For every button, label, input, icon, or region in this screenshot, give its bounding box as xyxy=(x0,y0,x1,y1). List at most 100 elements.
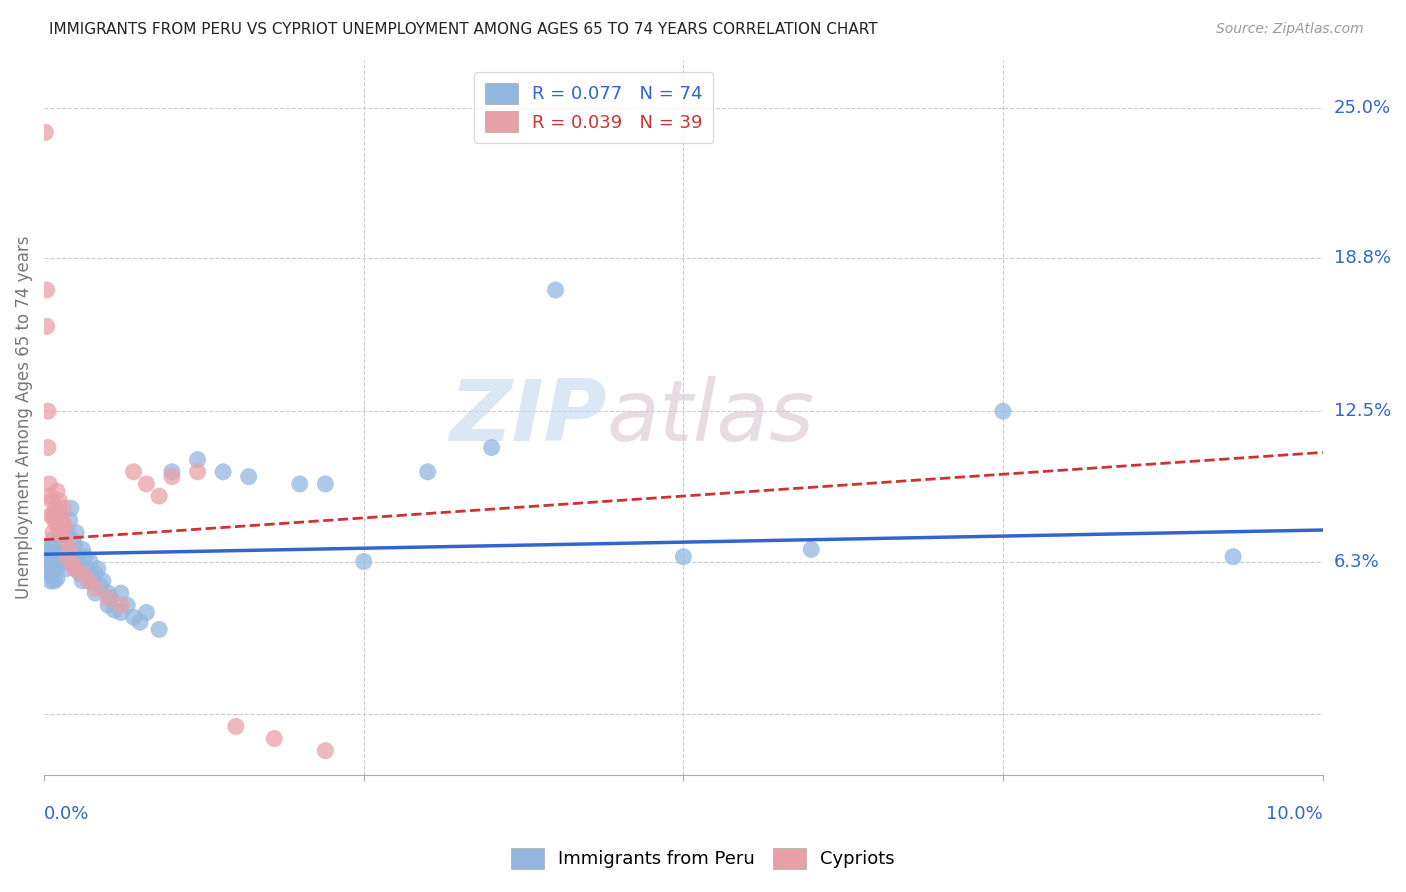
Text: ZIP: ZIP xyxy=(449,376,606,458)
Text: 25.0%: 25.0% xyxy=(1334,99,1391,117)
Text: 10.0%: 10.0% xyxy=(1265,805,1323,823)
Point xyxy=(34,125,56,139)
Point xyxy=(353,555,375,569)
Point xyxy=(288,477,311,491)
Point xyxy=(35,283,58,297)
Point xyxy=(45,537,67,551)
Point xyxy=(37,562,59,576)
Point xyxy=(45,562,67,576)
Point xyxy=(39,489,62,503)
Point xyxy=(59,501,82,516)
Point xyxy=(45,555,67,569)
Point xyxy=(991,404,1014,418)
Point xyxy=(69,566,91,581)
Point xyxy=(56,525,79,540)
Text: Source: ZipAtlas.com: Source: ZipAtlas.com xyxy=(1216,22,1364,37)
Point xyxy=(38,477,60,491)
Point xyxy=(63,537,86,551)
Point xyxy=(481,441,503,455)
Point xyxy=(100,591,122,605)
Point xyxy=(42,525,65,540)
Point xyxy=(48,557,70,571)
Point xyxy=(59,542,82,557)
Text: 12.5%: 12.5% xyxy=(1334,402,1391,420)
Point xyxy=(122,610,145,624)
Point xyxy=(225,719,247,733)
Point xyxy=(84,586,107,600)
Point xyxy=(72,574,94,588)
Point xyxy=(97,598,120,612)
Point xyxy=(115,598,138,612)
Point xyxy=(60,557,83,571)
Point xyxy=(45,572,67,586)
Point xyxy=(53,518,76,533)
Point xyxy=(110,598,132,612)
Point xyxy=(39,542,62,557)
Text: 6.3%: 6.3% xyxy=(1334,552,1379,571)
Point xyxy=(45,518,67,533)
Point xyxy=(51,518,73,533)
Point xyxy=(35,555,58,569)
Point xyxy=(77,574,100,588)
Point xyxy=(35,319,58,334)
Point xyxy=(52,501,75,516)
Point xyxy=(65,525,87,540)
Point xyxy=(66,549,89,564)
Point xyxy=(314,477,336,491)
Point xyxy=(55,533,77,547)
Point xyxy=(37,441,59,455)
Point xyxy=(75,562,97,576)
Point xyxy=(41,537,63,551)
Point xyxy=(416,465,439,479)
Point xyxy=(48,494,70,508)
Point xyxy=(110,606,132,620)
Point xyxy=(53,542,76,557)
Point xyxy=(84,581,107,595)
Point xyxy=(148,489,170,503)
Point xyxy=(37,404,59,418)
Point xyxy=(97,586,120,600)
Point xyxy=(84,566,107,581)
Point xyxy=(67,562,90,576)
Point xyxy=(122,465,145,479)
Point xyxy=(212,465,235,479)
Legend: Immigrants from Peru, Cypriots: Immigrants from Peru, Cypriots xyxy=(505,840,901,876)
Point xyxy=(160,469,183,483)
Point xyxy=(49,508,72,523)
Point xyxy=(42,508,65,523)
Point xyxy=(238,469,260,483)
Point xyxy=(48,525,70,540)
Point xyxy=(59,513,82,527)
Point xyxy=(73,549,96,564)
Point xyxy=(56,549,79,564)
Point xyxy=(52,549,75,564)
Point xyxy=(59,542,82,557)
Point xyxy=(48,525,70,540)
Point xyxy=(42,566,65,581)
Point xyxy=(314,744,336,758)
Point xyxy=(129,615,152,629)
Point xyxy=(77,574,100,588)
Point xyxy=(63,562,86,576)
Point xyxy=(800,542,823,557)
Point xyxy=(91,574,114,588)
Point xyxy=(39,508,62,523)
Point xyxy=(148,623,170,637)
Text: 18.8%: 18.8% xyxy=(1334,250,1391,268)
Point xyxy=(110,586,132,600)
Text: 0.0%: 0.0% xyxy=(44,805,90,823)
Point xyxy=(160,465,183,479)
Point xyxy=(60,533,83,547)
Point xyxy=(72,542,94,557)
Point xyxy=(41,494,63,508)
Text: IMMIGRANTS FROM PERU VS CYPRIOT UNEMPLOYMENT AMONG AGES 65 TO 74 YEARS CORRELATI: IMMIGRANTS FROM PERU VS CYPRIOT UNEMPLOY… xyxy=(49,22,877,37)
Point xyxy=(87,562,110,576)
Point xyxy=(58,549,80,564)
Point xyxy=(52,525,75,540)
Point xyxy=(44,574,66,588)
Point xyxy=(135,477,157,491)
Point xyxy=(263,731,285,746)
Point xyxy=(62,549,84,564)
Text: atlas: atlas xyxy=(606,376,814,458)
Point xyxy=(41,557,63,571)
